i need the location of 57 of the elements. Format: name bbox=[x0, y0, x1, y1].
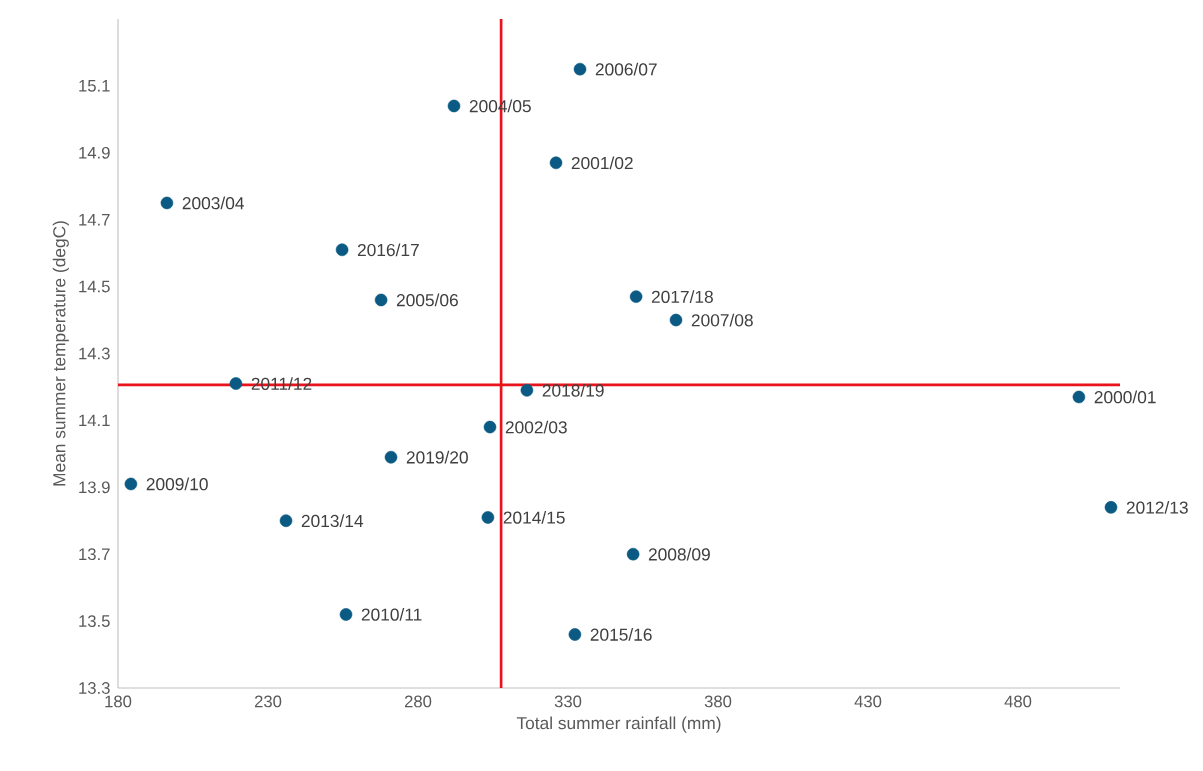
point bbox=[339, 608, 353, 621]
point bbox=[1072, 390, 1086, 404]
y-tick-label: 14.5 bbox=[79, 280, 110, 293]
point bbox=[573, 62, 587, 76]
point bbox=[384, 450, 398, 464]
point bbox=[335, 243, 349, 257]
point bbox=[481, 511, 495, 524]
annotation: 2001/02 bbox=[571, 156, 633, 170]
point bbox=[669, 313, 683, 327]
x-tick-label: 430 bbox=[854, 695, 882, 708]
point bbox=[124, 477, 138, 491]
point bbox=[160, 196, 174, 210]
point bbox=[568, 628, 582, 641]
y-tick-label: 13.9 bbox=[79, 481, 110, 494]
point bbox=[279, 514, 293, 528]
point bbox=[629, 290, 643, 303]
point bbox=[520, 384, 534, 397]
point bbox=[483, 420, 497, 434]
point bbox=[447, 99, 461, 113]
x-tick-label: 330 bbox=[554, 695, 582, 708]
annotation: 2015/16 bbox=[590, 628, 652, 641]
y-tick-label: 13.7 bbox=[79, 548, 110, 561]
x-tick-label: 380 bbox=[704, 695, 732, 708]
point bbox=[229, 377, 243, 390]
annotation: 2018/19 bbox=[542, 383, 604, 397]
y-axis-title: Mean summer temperature (degC) bbox=[52, 221, 69, 486]
x-tick-label: 480 bbox=[1004, 695, 1032, 708]
y-tick-label: 15.1 bbox=[79, 80, 110, 92]
x-tick-label: 280 bbox=[404, 695, 432, 708]
annotation: 2002/03 bbox=[505, 420, 567, 434]
point bbox=[374, 293, 388, 307]
annotation: 2019/20 bbox=[406, 450, 468, 464]
annotation: 2005/06 bbox=[396, 293, 458, 307]
y-tick-label: 14.3 bbox=[79, 347, 110, 360]
annotation: 2012/13 bbox=[1126, 500, 1188, 514]
point bbox=[549, 156, 563, 170]
y-tick-label: 14.7 bbox=[79, 213, 110, 226]
annotation: 2014/15 bbox=[503, 511, 565, 524]
x-tick-label: 180 bbox=[105, 695, 132, 708]
y-tick-label: 14.9 bbox=[79, 146, 110, 159]
y-tick-label: 14.1 bbox=[79, 414, 110, 427]
annotation: 2009/10 bbox=[146, 477, 208, 491]
point bbox=[626, 547, 640, 561]
y-tick-label: 13.5 bbox=[79, 615, 110, 627]
annotation: 2007/08 bbox=[691, 313, 753, 327]
x-axis-title: Total summer rainfall (mm) bbox=[516, 716, 721, 733]
y-tick-label: 13.3 bbox=[79, 682, 110, 694]
annotation: 2010/11 bbox=[361, 608, 422, 621]
annotation: 2003/04 bbox=[182, 196, 244, 210]
annotation: 2013/14 bbox=[301, 514, 364, 528]
annotation: 2016/17 bbox=[357, 243, 419, 257]
annotation: 2017/18 bbox=[651, 290, 713, 303]
point bbox=[1104, 501, 1118, 514]
annotation: 2006/07 bbox=[595, 62, 657, 76]
x-tick-label: 230 bbox=[254, 695, 282, 708]
annotation: 2000/01 bbox=[1094, 390, 1156, 404]
annotation: 2008/09 bbox=[648, 547, 710, 561]
